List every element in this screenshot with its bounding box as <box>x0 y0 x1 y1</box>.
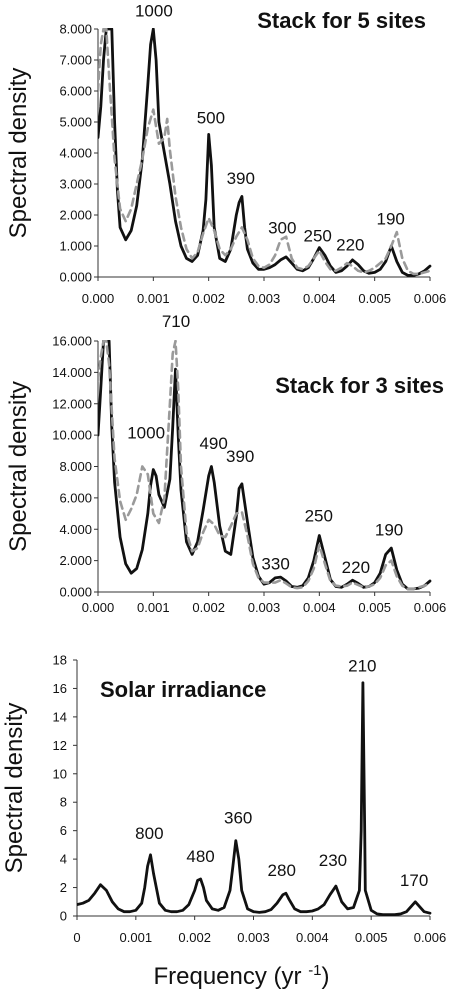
chart-panel-2: 0.000 2.000 4.000 6.000 8.000 10.000 12.000 14.… <box>5 312 446 615</box>
peak-label: 250 <box>303 226 331 245</box>
y-axis-label: Spectral density <box>5 68 32 239</box>
y-axis-label: Spectral density <box>5 381 32 552</box>
peak-label: 330 <box>261 554 289 573</box>
peak-label: 480 <box>186 847 214 866</box>
peak-label: 390 <box>226 447 254 466</box>
series-solid-line <box>77 681 432 916</box>
y-tick-label: 3.000 <box>59 177 92 192</box>
y-tick-label: 0 <box>60 909 67 924</box>
x-tick-label: 0.001 <box>120 930 153 945</box>
y-tick-label: 12.000 <box>52 396 92 411</box>
y-tick-label: 8.000 <box>59 22 92 37</box>
peak-label: 490 <box>199 434 227 453</box>
y-tick-label: 2.000 <box>59 553 92 568</box>
peak-label: 190 <box>375 521 403 540</box>
x-axis-label: Frequency (yr -1) <box>153 962 329 990</box>
chart-panel-3: 0 2 4 6 8 10 12 14 16 18 0 0.001 0.002 0.003 0.004 0.00… <box>1 653 446 991</box>
y-tick-label: 1.000 <box>59 239 92 254</box>
peak-label: 390 <box>227 169 255 188</box>
x-tick-label: 0.002 <box>192 600 225 615</box>
x-tick-label: 0.006 <box>414 930 447 945</box>
peak-label: 250 <box>305 506 333 525</box>
x-tick-label: 0.003 <box>248 600 281 615</box>
y-tick-label: 8 <box>60 795 67 810</box>
y-tick-label: 8.000 <box>59 459 92 474</box>
y-axis-label: Spectral density <box>1 703 28 874</box>
x-tick-label: 0 <box>73 930 80 945</box>
x-tick-label: 0.004 <box>296 930 329 945</box>
y-tick-label: 0.000 <box>59 270 92 285</box>
x-tick-label: 0.005 <box>355 930 388 945</box>
x-tick-label: 0.004 <box>303 291 336 306</box>
x-tick-label: 0.005 <box>358 291 391 306</box>
chart-panel-1: 0.000 1.000 2.000 3.000 4.000 5.000 6.000 7.000… <box>5 2 446 306</box>
y-tick-label: 14.000 <box>52 365 92 380</box>
chart-title: Solar irradiance <box>100 677 266 702</box>
series-dashed-line <box>98 340 432 591</box>
y-tick-label: 10 <box>53 766 67 781</box>
x-tick-label: 0.006 <box>414 291 447 306</box>
y-tick-label: 6.000 <box>59 490 92 505</box>
x-tick-label: 0.001 <box>137 291 170 306</box>
peak-label: 710 <box>162 312 190 331</box>
peak-label: 210 <box>348 656 376 675</box>
chart-title: Stack for 5 sites <box>257 8 426 33</box>
y-tick-label: 2.000 <box>59 208 92 223</box>
y-tick-label: 16 <box>53 681 67 696</box>
peak-label: 190 <box>377 209 405 228</box>
x-tick-label: 0.002 <box>178 930 211 945</box>
peak-label: 230 <box>319 851 347 870</box>
peak-label: 800 <box>135 824 163 843</box>
peak-label: 220 <box>336 236 364 255</box>
y-tick-label: 14 <box>53 709 67 724</box>
y-tick-label: 7.000 <box>59 53 92 68</box>
peak-label: 1000 <box>135 2 173 21</box>
y-tick-label: 16.000 <box>52 334 92 349</box>
x-tick-label: 0.005 <box>358 600 391 615</box>
peak-label: 500 <box>197 109 225 128</box>
peak-label: 220 <box>342 558 370 577</box>
peak-label: 360 <box>224 809 252 828</box>
y-tick-label: 4.000 <box>59 522 92 537</box>
peak-label: 300 <box>268 219 296 238</box>
y-tick-label: 4 <box>60 852 67 867</box>
peak-label: 280 <box>268 861 296 880</box>
y-tick-label: 6 <box>60 823 67 838</box>
x-tick-label: 0.000 <box>82 291 115 306</box>
x-tick-label: 0.003 <box>248 291 281 306</box>
peak-label: 170 <box>400 871 428 890</box>
x-tick-label: 0.003 <box>237 930 270 945</box>
y-tick-label: 0.000 <box>59 585 92 600</box>
y-tick-label: 10.000 <box>52 428 92 443</box>
y-tick-label: 5.000 <box>59 115 92 130</box>
y-tick-label: 4.000 <box>59 146 92 161</box>
series-solid-line <box>98 28 432 277</box>
x-tick-label: 0.001 <box>137 600 170 615</box>
x-tick-label: 0.000 <box>82 600 115 615</box>
y-tick-label: 18 <box>53 653 67 668</box>
x-tick-label: 0.006 <box>414 600 447 615</box>
y-tick-label: 12 <box>53 738 67 753</box>
series-dashed-line <box>98 28 432 276</box>
x-tick-label: 0.004 <box>303 600 336 615</box>
y-tick-label: 6.000 <box>59 84 92 99</box>
y-tick-label: 2 <box>60 880 67 895</box>
chart-title: Stack for 3 sites <box>275 373 444 398</box>
x-tick-label: 0.002 <box>192 291 225 306</box>
peak-label: 1000 <box>127 423 165 442</box>
